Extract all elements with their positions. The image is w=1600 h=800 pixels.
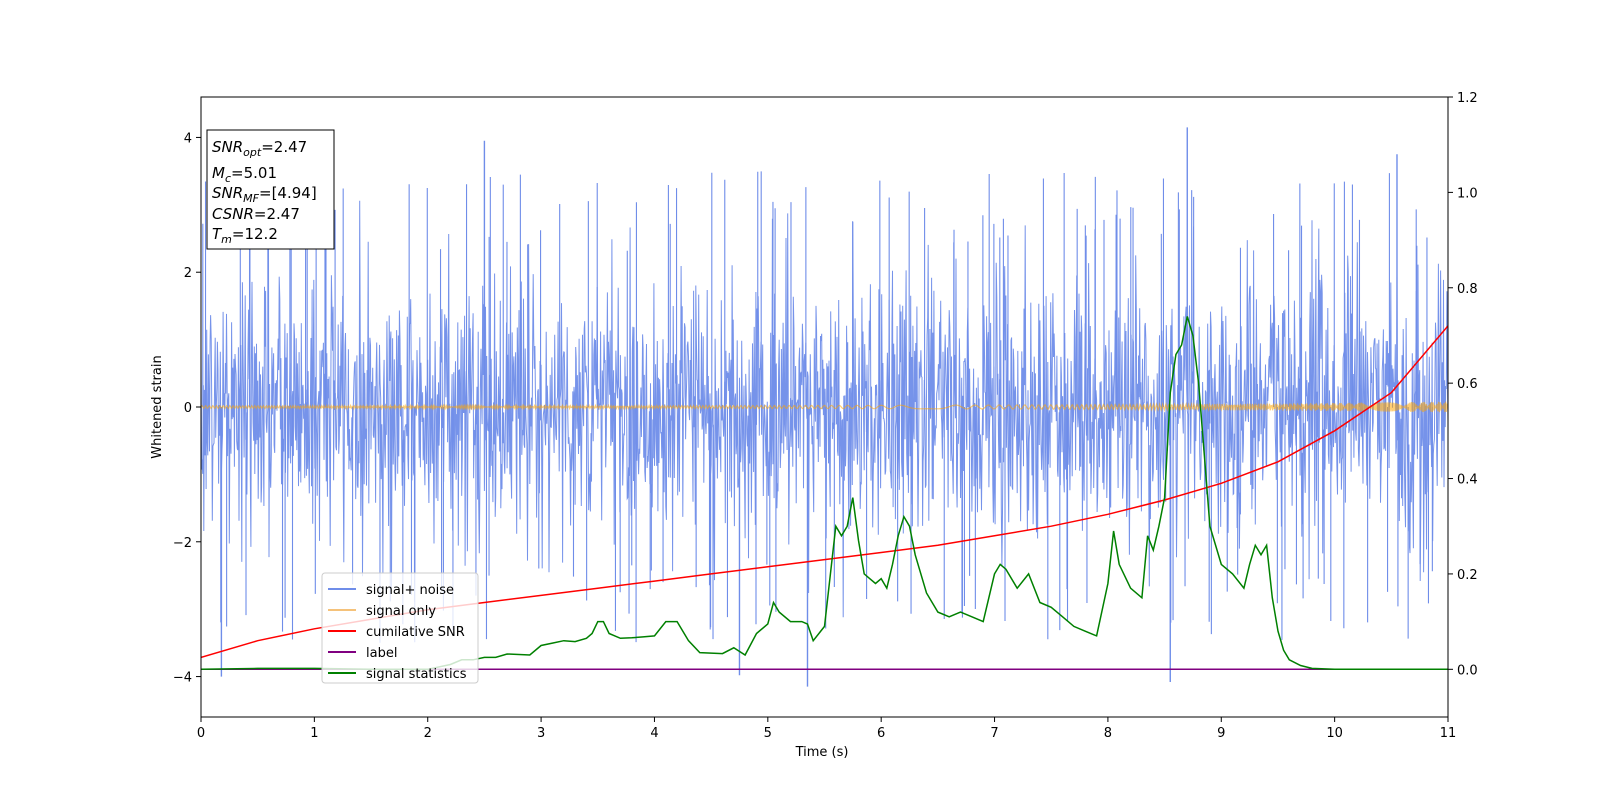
stat-snr-opt: SNRopt=2.47 <box>212 138 307 159</box>
legend-frame <box>321 572 479 684</box>
y-left-tick-label: 4 <box>184 131 192 146</box>
noise-trace <box>201 200 1448 618</box>
y-right-tick-label: 0.0 <box>1457 663 1478 678</box>
y-right-tick-label: 1.2 <box>1457 91 1478 106</box>
stat-mc: Mc=5.01 <box>212 164 277 185</box>
stat-snr-mf: SNRMF=[4.94] <box>212 184 317 205</box>
y-left-tick-label: −2 <box>173 536 192 551</box>
legend-items: signal+ noise signal only cumilative SNR la… <box>328 583 467 682</box>
x-tick-label: 4 <box>650 726 658 741</box>
y-axis-right-ticks: 0.0 0.2 0.4 0.6 0.8 1.0 1.2 <box>1448 91 1478 678</box>
y-right-tick-label: 1.0 <box>1457 186 1478 201</box>
legend: signal+ noise signal only cumilative SNR la… <box>321 572 479 684</box>
y-left-tick-label: 2 <box>184 266 192 281</box>
x-axis-label: Time (s) <box>795 745 849 760</box>
y-right-tick-label: 0.8 <box>1457 282 1478 297</box>
y-left-tick-label: −4 <box>173 671 192 686</box>
legend-label: label <box>366 646 397 661</box>
y-right-tick-label: 0.4 <box>1457 473 1478 488</box>
signal-only-trace <box>201 401 1448 413</box>
y-right-tick-label: 0.2 <box>1457 568 1478 583</box>
x-tick-label: 1 <box>310 726 318 741</box>
x-tick-label: 8 <box>1104 726 1112 741</box>
stats-box: SNRopt=2.47 Mc=5.01 SNRMF=[4.94] CSNR=2.… <box>206 129 335 250</box>
x-tick-label: 10 <box>1326 726 1343 741</box>
legend-label: signal+ noise <box>366 583 454 598</box>
stat-csnr: CSNR=2.47 <box>212 205 300 223</box>
x-tick-label: 2 <box>424 726 432 741</box>
signal-statistics-line <box>201 316 1448 671</box>
stat-tm: Tm=12.2 <box>212 225 278 246</box>
y-left-tick-label: 0 <box>184 401 192 416</box>
legend-label: cumilative SNR <box>366 625 465 640</box>
x-tick-label: 3 <box>537 726 545 741</box>
legend-label: signal only <box>366 604 436 619</box>
x-tick-label: 11 <box>1440 726 1457 741</box>
x-tick-label: 5 <box>764 726 772 741</box>
x-tick-label: 0 <box>197 726 205 741</box>
y-axis-label: Whitened strain <box>150 355 165 458</box>
signal-only-series <box>201 401 1448 413</box>
x-tick-label: 9 <box>1217 726 1225 741</box>
y-axis-left-ticks: −4 −2 0 2 4 <box>173 131 201 686</box>
x-axis-ticks: 0 1 2 3 4 5 6 7 8 9 10 11 <box>197 717 1456 741</box>
legend-label: signal statistics <box>366 667 467 682</box>
x-tick-label: 6 <box>877 726 885 741</box>
y-right-tick-label: 0.6 <box>1457 377 1478 392</box>
x-tick-label: 7 <box>990 726 998 741</box>
